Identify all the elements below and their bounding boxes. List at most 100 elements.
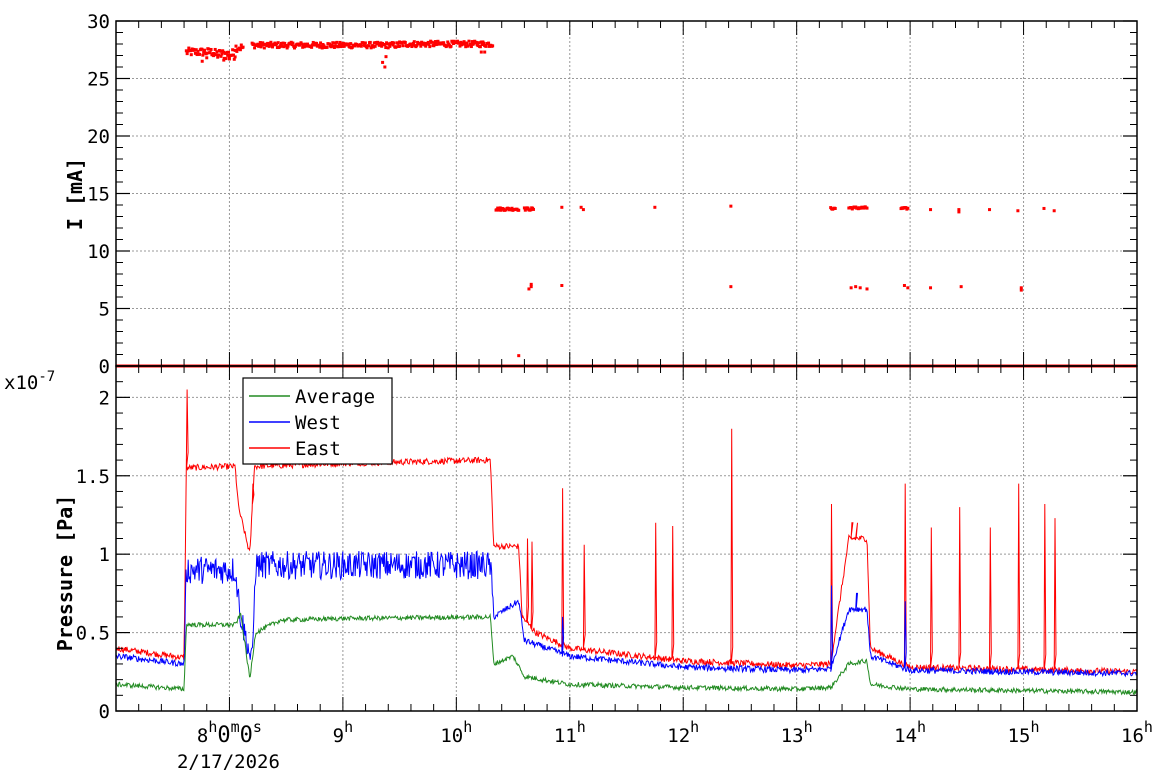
current-point: [283, 41, 287, 45]
current-point: [403, 40, 407, 44]
current-point: [353, 44, 357, 48]
current-point: [188, 49, 192, 53]
current-point: [291, 41, 295, 45]
current-point: [226, 53, 230, 57]
current-point: [319, 41, 323, 45]
current-point: [214, 53, 218, 57]
current-point: [252, 42, 256, 46]
current-point: [451, 42, 455, 46]
current-point: [463, 42, 467, 46]
current-point: [394, 45, 398, 49]
current-point: [306, 42, 310, 46]
current-point: [216, 55, 220, 59]
current-point: [376, 42, 380, 46]
current-point: [334, 44, 338, 48]
pressure-axis-title: Pressure [Pa]: [53, 495, 77, 652]
current-point: [479, 50, 483, 54]
current-point: [865, 206, 869, 210]
current-point: [338, 40, 342, 44]
current-point: [365, 46, 369, 50]
current-point: [449, 44, 453, 48]
current-point: [461, 42, 465, 46]
current-point: [411, 43, 415, 47]
svg-text:10h: 10h: [440, 718, 472, 747]
current-point: [483, 50, 487, 54]
current-point: [293, 45, 297, 49]
current-point: [833, 206, 837, 210]
current-point: [213, 47, 217, 51]
current-point: [420, 40, 424, 44]
current-point: [385, 42, 389, 46]
current-point: [957, 210, 961, 214]
current-point: [215, 50, 219, 54]
current-point: [459, 40, 463, 44]
current-point: [265, 44, 269, 48]
current-point: [233, 48, 237, 52]
current-point: [400, 41, 404, 45]
current-point: [221, 49, 225, 53]
current-point: [238, 46, 242, 50]
current-point: [865, 287, 869, 291]
current-point: [184, 49, 188, 53]
current-point: [496, 206, 500, 210]
current-point: [372, 45, 376, 49]
current-point: [484, 44, 488, 48]
current-point: [275, 46, 279, 50]
legend-label: East: [295, 438, 341, 460]
current-point: [198, 52, 202, 56]
current-point: [239, 43, 243, 47]
current-point: [231, 48, 235, 52]
current-point: [902, 284, 906, 287]
current-point: [219, 54, 223, 58]
current-point: [579, 205, 583, 209]
current-point: [319, 44, 323, 48]
current-point: [269, 40, 273, 44]
current-ytick-label: 10: [87, 241, 110, 263]
time-axis-labels: 8h0m0s 9h 10h 11h 12h 13h 14h 15h 16h 2/17/2026: [177, 718, 1153, 773]
current-point: [517, 208, 521, 212]
current-point: [218, 49, 222, 53]
current-point: [470, 40, 474, 44]
current-point: [187, 46, 191, 50]
current-point: [193, 48, 197, 52]
current-point: [209, 47, 213, 51]
current-ytick-label: 15: [87, 184, 110, 206]
current-point: [301, 43, 305, 47]
current-point: [412, 40, 416, 44]
current-point: [392, 41, 396, 45]
current-point: [298, 42, 302, 46]
current-point: [419, 44, 423, 48]
current-point: [474, 40, 478, 44]
current-ytick-label: 0: [99, 356, 110, 378]
current-point: [284, 44, 288, 48]
current-point: [194, 48, 198, 52]
current-point: [424, 44, 428, 48]
current-point: [289, 40, 293, 44]
current-point: [465, 41, 469, 45]
current-point: [205, 56, 209, 60]
current-point: [401, 44, 405, 48]
current-point: [1019, 286, 1023, 290]
current-point: [341, 41, 345, 45]
pressure-exponent-label: x10-7: [4, 369, 55, 394]
current-point: [482, 41, 486, 45]
pressure-ytick-label: 0: [99, 701, 110, 723]
current-point: [435, 42, 439, 46]
current-point: [1019, 288, 1023, 292]
current-point: [258, 41, 262, 45]
pressure-ytick-label: 0.5: [76, 623, 110, 645]
current-point: [529, 285, 533, 289]
current-point: [499, 208, 503, 212]
current-point: [384, 46, 388, 50]
current-ytick-label: 20: [87, 126, 110, 148]
time-tick-label: 14h: [894, 718, 926, 747]
current-point: [350, 45, 354, 49]
current-point: [383, 43, 387, 47]
current-point: [383, 65, 387, 69]
current-point: [349, 42, 353, 46]
current-point: [906, 286, 910, 290]
current-point: [418, 42, 422, 46]
current-point: [368, 40, 372, 44]
time-tick-label: 13h: [781, 718, 813, 747]
current-point: [529, 208, 533, 212]
